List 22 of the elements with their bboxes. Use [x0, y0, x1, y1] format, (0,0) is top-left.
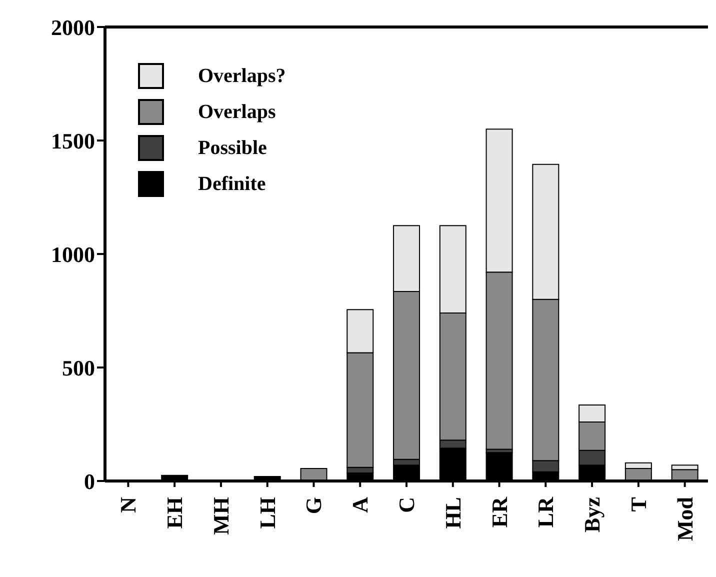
legend-label: Overlaps — [198, 100, 276, 124]
y-tick-label: 1000 — [51, 242, 95, 267]
x-tick-label: EH — [162, 497, 188, 529]
x-tick-label: MH — [208, 497, 234, 535]
x-tick-label: A — [348, 496, 373, 513]
x-tick-label: Byz — [580, 496, 605, 532]
x-tick-label: LH — [254, 497, 280, 529]
x-tick-label: Mod — [672, 497, 698, 541]
x-tick-label: ER — [486, 496, 512, 528]
y-tick-label: 500 — [62, 355, 95, 380]
y-tick-label: 2000 — [51, 14, 95, 40]
x-tick-label: N — [116, 496, 141, 513]
x-tick-label: C — [394, 497, 419, 513]
y-tick-label: 1500 — [51, 128, 95, 154]
legend-label: Possible — [198, 136, 267, 160]
legend-label: Overlaps? — [198, 64, 286, 88]
legend-label: Definite — [198, 172, 266, 196]
y-tick-label: 0 — [84, 468, 95, 494]
x-tick-label: G — [301, 497, 326, 514]
x-tick-label: HL — [440, 497, 466, 529]
x-tick-label: T — [626, 496, 651, 512]
x-tick-label: LR — [533, 496, 558, 528]
